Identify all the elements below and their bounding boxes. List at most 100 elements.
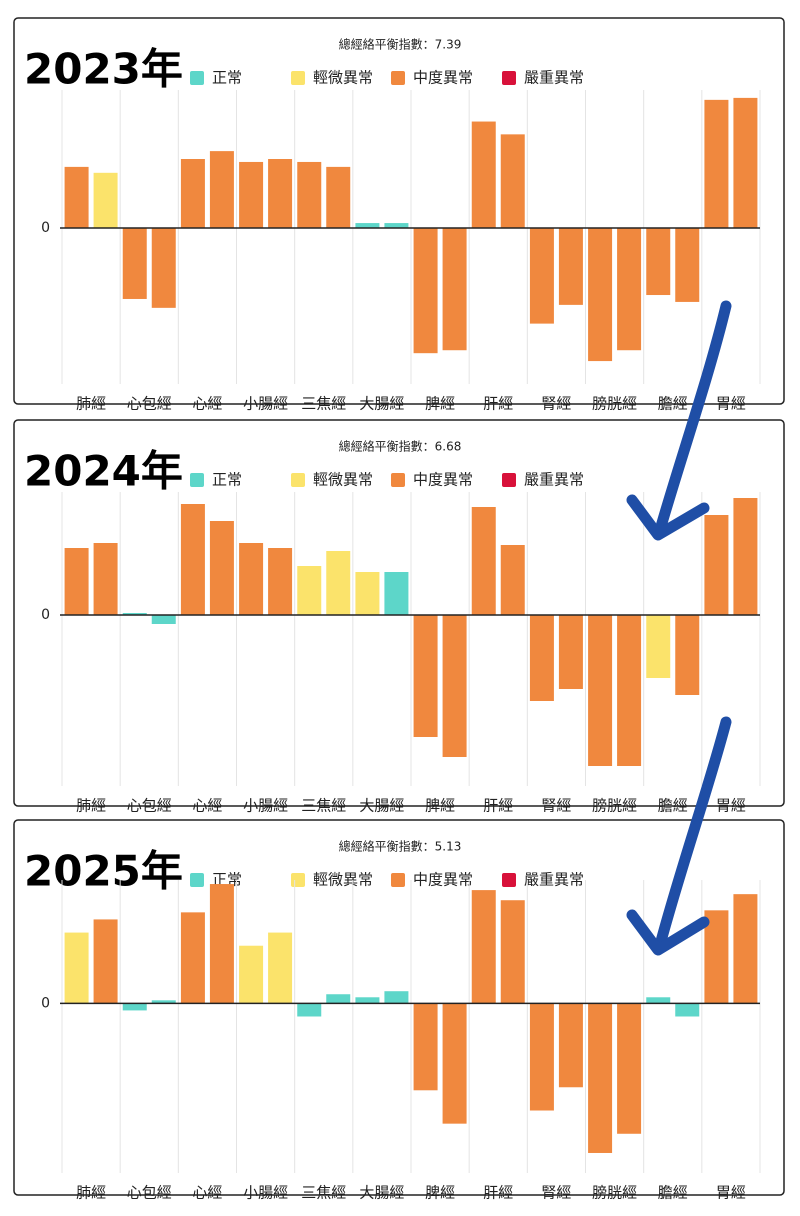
bar [93,919,118,1004]
x-tick-label: 胃經 [716,797,746,815]
x-tick-label: 三焦經 [301,797,346,815]
x-tick-label: 胃經 [716,395,746,413]
bar [122,613,147,615]
legend-swatch [291,71,305,85]
bar [675,1003,700,1017]
legend-label: 嚴重異常 [524,471,584,489]
bar [704,515,729,615]
chart-title: 總經絡平衡指數：5.13 [339,839,462,854]
bar [413,615,438,737]
legend-swatch [502,71,516,85]
bar [704,910,729,1004]
legend-label: 中度異常 [413,69,473,87]
chart: 總經絡平衡指數：7.39 2023年 正常 輕微異常 中度異常 嚴重異常 0 肺經 心包經 心經 小… [24,37,761,413]
bar [384,572,409,615]
bar [209,884,234,1004]
bar [326,166,351,228]
bar [500,134,525,228]
x-tick-label: 膀胱經 [592,1184,637,1202]
x-tick-label: 脾經 [425,395,455,413]
bar [326,994,351,1004]
bar [675,615,700,695]
bar [733,498,758,615]
x-tick-label: 三焦經 [301,1184,346,1202]
chart-title: 總經絡平衡指數：6.68 [339,439,462,454]
bar [180,912,205,1004]
legend-label: 中度異常 [413,871,473,889]
x-tick-label: 心包經 [127,797,172,815]
bar [675,228,700,302]
year-label: 2024年 [24,447,183,496]
bar [151,615,176,624]
chart: 總經絡平衡指數：5.13 2025年 正常 輕微異常 中度異常 嚴重異常 0 肺經 心包經 心經 小… [24,839,761,1202]
legend-swatch [291,473,305,487]
bar [500,545,525,615]
bar [239,161,264,228]
bar [646,228,671,296]
bar [471,507,496,615]
bar [733,894,758,1004]
bar [122,1003,147,1011]
x-tick-label: 膽經 [658,1184,688,1202]
bar [384,223,409,228]
x-tick-label: 脾經 [425,797,455,815]
bar [704,99,729,228]
bar [617,615,642,766]
legend-swatch [502,473,516,487]
year-label: 2023年 [24,45,183,94]
bar [355,997,380,1004]
bar [297,1003,322,1017]
bar [442,615,467,757]
bar [151,1000,176,1004]
x-tick-label: 膽經 [658,395,688,413]
bar [471,121,496,228]
x-tick-label: 三焦經 [301,395,346,413]
bar [588,615,613,766]
x-tick-label: 腎經 [541,797,571,815]
legend-label: 嚴重異常 [524,871,584,889]
bar [442,228,467,351]
bar [297,161,322,228]
y-tick-label: 0 [41,995,50,1011]
bar [558,1003,583,1088]
plots: 總經絡平衡指數：7.392023年 正常 輕微異常 中度異常 嚴重異常0肺經 心包經 心經小… [24,37,761,1202]
y-tick-label: 0 [41,607,50,623]
bar [558,228,583,305]
x-tick-label: 心經 [192,797,222,815]
bar [588,1003,613,1153]
x-tick-label: 心經 [192,395,222,413]
bar [471,890,496,1004]
bar [180,504,205,615]
bar [297,566,322,615]
x-tick-label: 肺經 [76,1184,106,1202]
bar [268,159,293,228]
legend-label: 正常 [212,69,242,87]
legend-label: 輕微異常 [313,471,373,489]
x-tick-label: 膀胱經 [592,395,637,413]
x-tick-label: 膀胱經 [592,797,637,815]
bar [180,159,205,228]
x-tick-label: 大腸經 [359,395,404,413]
bar [529,1003,554,1111]
bar [64,548,89,615]
legend-swatch [190,71,204,85]
bar [617,228,642,351]
bar [268,548,293,615]
x-tick-label: 大腸經 [359,797,404,815]
chart-title: 總經絡平衡指數：7.39 [339,37,462,52]
y-tick-label: 0 [41,220,50,236]
bar [413,228,438,354]
x-tick-label: 肝經 [483,395,513,413]
x-tick-label: 心包經 [127,395,172,413]
x-tick-label: 肺經 [76,395,106,413]
bar [239,543,264,615]
chart: 總經絡平衡指數：6.68 2024年 正常 輕微異常 中度異常 嚴重異常 0 肺經 心包經 心經 小… [24,439,761,815]
x-tick-label: 腎經 [541,1184,571,1202]
legend-label: 輕微異常 [313,871,373,889]
legend-swatch [391,873,405,887]
bar [588,228,613,362]
bar [646,615,671,678]
bar [209,151,234,228]
bar [529,228,554,324]
